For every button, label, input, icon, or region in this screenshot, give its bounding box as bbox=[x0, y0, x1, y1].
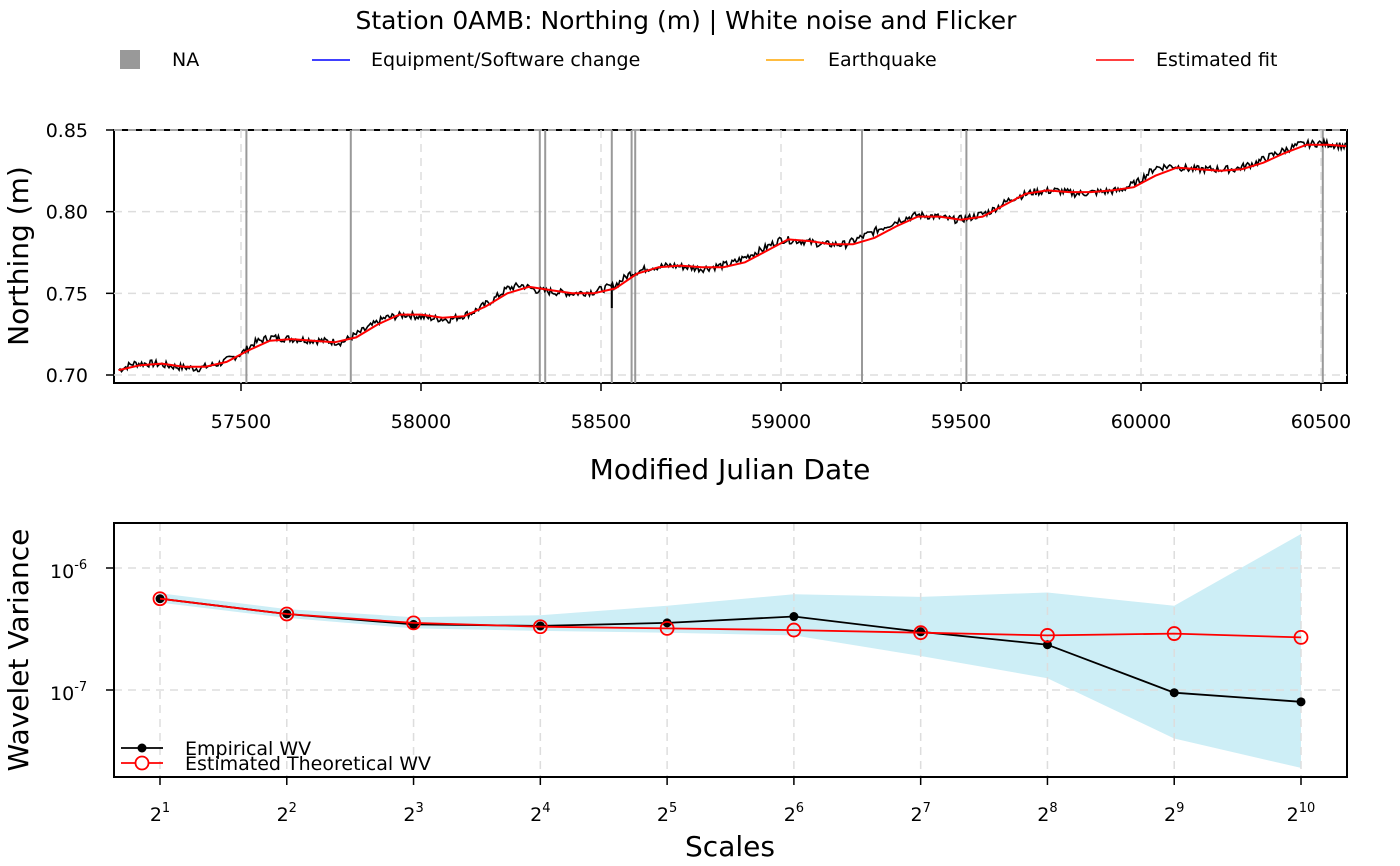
wavelet-x-tick-label: 22 bbox=[277, 801, 297, 826]
time-series-x-axis-label: Modified Julian Date bbox=[590, 453, 871, 486]
empirical-wv-point bbox=[789, 612, 799, 622]
wavelet-x-axis-label: Scales bbox=[685, 830, 775, 863]
legend-label: NA bbox=[172, 49, 199, 71]
legend-na-swatch bbox=[120, 50, 140, 69]
theoretical-wv-point bbox=[786, 622, 802, 638]
legend-theoretical-marker bbox=[134, 755, 150, 771]
chart-title: Station 0AMB: Northing (m) | White noise… bbox=[356, 6, 1018, 35]
time-series-data bbox=[118, 136, 1347, 373]
time-series-x-tick-label: 59000 bbox=[751, 411, 811, 433]
time-series-y-axis-label: Northing (m) bbox=[2, 166, 35, 346]
wavelet-grid bbox=[114, 523, 1347, 777]
wavelet-y-tick-label: 10-6 bbox=[50, 558, 87, 583]
wavelet-axes: 21 22 23 24 25 26 27 28 29 210 10-6 10-7 bbox=[50, 558, 1315, 826]
theoretical-wv-point bbox=[532, 619, 548, 635]
legend-empirical-label: Empirical WV bbox=[185, 738, 311, 760]
theoretical-wv-point bbox=[1293, 629, 1309, 645]
wavelet-plot-area bbox=[113, 522, 1348, 778]
wavelet-x-tick-label: 210 bbox=[1287, 801, 1316, 826]
wavelet-x-tick-label: 29 bbox=[1164, 801, 1184, 826]
top-legend: NA Equipment/Software change Earthquake Est… bbox=[120, 49, 1277, 71]
wavelet-x-tick-label: 25 bbox=[657, 801, 677, 826]
wavelet-x-tick-label: 27 bbox=[910, 801, 930, 826]
theoretical-wv-point bbox=[406, 615, 421, 631]
time-series-plot-area bbox=[113, 129, 1348, 384]
time-series-x-tick-label: 60000 bbox=[1111, 411, 1171, 433]
estimated-fit-line bbox=[118, 143, 1347, 372]
wavelet-x-tick-label: 26 bbox=[784, 801, 804, 826]
legend-empirical-marker bbox=[137, 743, 147, 753]
theoretical-wv-point bbox=[152, 591, 168, 607]
time-series-grid bbox=[114, 129, 1347, 383]
observed-northing-line bbox=[118, 136, 1347, 373]
na-lines bbox=[245, 130, 1324, 383]
empirical-wv-point bbox=[1296, 697, 1306, 707]
time-series-y-tick-label: 0.85 bbox=[46, 120, 88, 142]
time-series-y-tick-label: 0.80 bbox=[46, 202, 88, 224]
theoretical-wv-point bbox=[659, 620, 675, 636]
empirical-wv-point bbox=[916, 627, 926, 637]
time-series-panel: 57500 58000 58500 59000 59500 60000 60500 0.70 0… bbox=[2, 120, 1351, 486]
legend-label: Equipment/Software change bbox=[371, 49, 640, 71]
time-series-x-tick-label: 59500 bbox=[931, 411, 991, 433]
theoretical-wv-point bbox=[913, 625, 929, 641]
wavelet-x-tick-label: 28 bbox=[1037, 801, 1057, 826]
empirical-wv-point bbox=[662, 618, 672, 628]
time-series-x-tick-label: 60500 bbox=[1291, 411, 1351, 433]
confidence-band bbox=[160, 534, 1301, 768]
time-series-x-tick-label: 57500 bbox=[211, 411, 271, 433]
wavelet-x-tick-label: 24 bbox=[530, 801, 550, 826]
theoretical-wv-point bbox=[1040, 628, 1055, 643]
time-series-x-tick-label: 58500 bbox=[571, 411, 631, 433]
wavelet-series bbox=[152, 591, 1309, 707]
empirical-wv-point bbox=[1169, 688, 1179, 698]
time-series-x-tick-label: 58000 bbox=[391, 411, 451, 433]
wavelet-y-axis-label: Wavelet Variance bbox=[2, 529, 35, 772]
theoretical-wv-line bbox=[159, 597, 1302, 639]
legend-theoretical-label: Estimated Theoretical WV bbox=[185, 753, 431, 775]
time-series-axes: 57500 58000 58500 59000 59500 60000 60500 0.70 0… bbox=[46, 120, 1352, 433]
time-series-y-tick-label: 0.70 bbox=[46, 365, 88, 387]
legend-label: Estimated fit bbox=[1156, 49, 1277, 71]
confidence-interval-band bbox=[160, 534, 1301, 768]
wavelet-x-tick-label: 21 bbox=[150, 801, 170, 826]
legend-label: Earthquake bbox=[828, 49, 937, 71]
time-series-y-tick-label: 0.75 bbox=[46, 283, 88, 305]
theoretical-wv-point bbox=[1166, 626, 1182, 641]
theoretical-wv-point bbox=[279, 606, 295, 622]
wavelet-variance-panel: 21 22 23 24 25 26 27 28 29 210 10-6 10-7 Empirical … bbox=[2, 522, 1348, 863]
wavelet-x-tick-label: 23 bbox=[403, 801, 423, 826]
wavelet-y-tick-label: 10-7 bbox=[50, 680, 87, 705]
